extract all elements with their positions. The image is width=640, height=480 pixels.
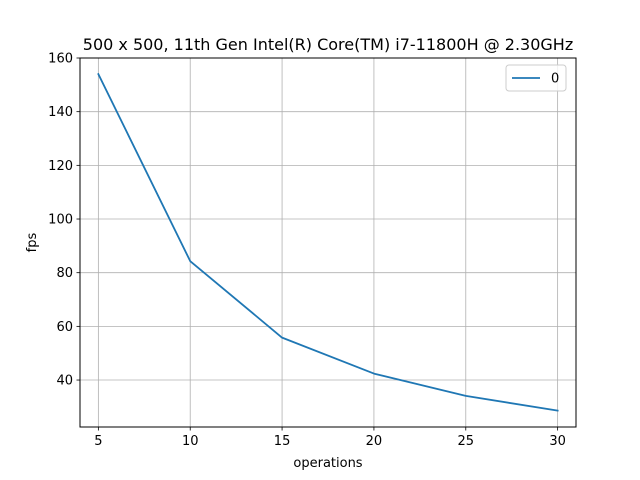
x-tick-label: 30 (549, 434, 566, 449)
y-tick-label: 120 (48, 159, 73, 174)
x-tick-label: 15 (274, 434, 291, 449)
grid (80, 57, 576, 427)
x-tick-label: 20 (366, 434, 383, 449)
series-line (97, 72, 559, 412)
plot-frame (79, 57, 577, 428)
legend-label: 0 (551, 72, 559, 87)
y-tick-label: 160 (48, 52, 73, 67)
x-tick-label: 25 (458, 434, 475, 449)
chart-title: 500 x 500, 11th Gen Intel(R) Core(TM) i7… (83, 35, 573, 54)
y-tick-label: 80 (56, 266, 73, 281)
y-tick-label: 140 (48, 105, 73, 120)
x-tick-label: 5 (94, 434, 102, 449)
y-tick-label: 60 (56, 320, 73, 335)
x-tick-label: 10 (182, 434, 199, 449)
y-tick-label: 40 (56, 374, 73, 389)
series-layer (97, 72, 559, 412)
legend: 0 (505, 64, 567, 92)
ticks: 5 10 15 20 25 30 40 60 80 100 120 140 160 (48, 52, 566, 450)
y-tick-label: 100 (48, 213, 73, 228)
x-axis-label: operations (293, 456, 362, 471)
y-axis-label: fps (25, 232, 40, 252)
